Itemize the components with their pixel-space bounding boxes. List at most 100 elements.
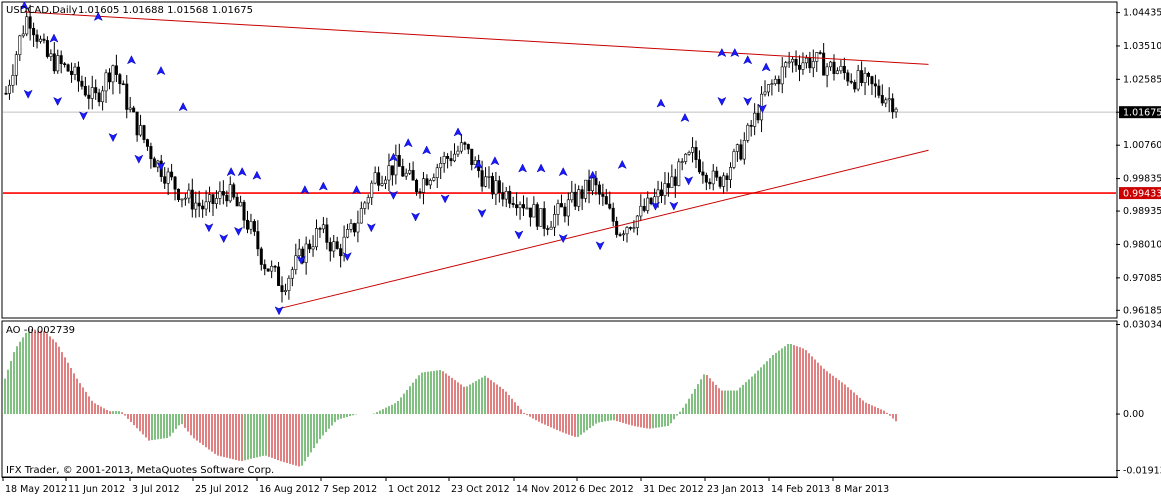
candle-down [308, 243, 312, 250]
candle-down [508, 190, 512, 204]
candle-down [642, 205, 646, 211]
candle-down [35, 34, 39, 42]
candle-up [73, 66, 77, 75]
candle-down [256, 231, 260, 250]
fractal-up-marker [588, 170, 598, 180]
candle-down [97, 92, 101, 103]
candle-down [470, 148, 474, 165]
fractal-up-marker [558, 167, 568, 177]
ohlc-label: 1.01605 1.01688 1.01568 1.01675 [78, 5, 253, 16]
x-axis-tick-label: 23 Jan 2013 [707, 484, 764, 495]
candle-down [173, 176, 177, 190]
candle-down [497, 180, 501, 193]
candle-up [553, 214, 557, 228]
fractal-up-marker [617, 159, 627, 169]
fractal-up-marker [49, 33, 59, 43]
candle-up [625, 227, 629, 235]
candle-down [860, 70, 864, 83]
candle-up [691, 147, 695, 153]
candle-up [622, 233, 626, 236]
candle-down [846, 72, 850, 82]
candle-up [366, 197, 370, 204]
candle-up [394, 155, 398, 176]
candle-down [211, 194, 215, 205]
fractal-down-marker [388, 190, 399, 200]
fractal-down-marker [650, 201, 660, 211]
candle-up [370, 182, 374, 198]
candle-up [304, 243, 308, 263]
x-axis-tick-label: 6 Dec 2012 [579, 484, 634, 495]
candle-down [808, 57, 812, 69]
fractal-down-marker [274, 306, 284, 316]
candle-down [390, 165, 394, 176]
candle-up [770, 83, 774, 86]
candle-up [166, 171, 170, 184]
candle-down [528, 207, 532, 218]
fractal-up-marker [680, 112, 690, 123]
candle-down [597, 184, 601, 195]
candle-up [532, 204, 536, 218]
candle-up [311, 246, 315, 250]
candle-up [25, 16, 29, 35]
current-price-box [1119, 106, 1161, 119]
current-price-label: 1.01675 [1123, 108, 1161, 119]
fractal-up-marker [126, 55, 137, 65]
candle-down [83, 85, 87, 96]
candle-up [722, 175, 726, 187]
fractal-up-marker [422, 145, 432, 155]
fractal-down-marker [743, 96, 753, 107]
x-axis-tick-label: 23 Oct 2012 [451, 484, 510, 495]
candle-up [684, 153, 688, 162]
candle-up [549, 226, 553, 230]
candle-up [590, 177, 594, 192]
candle-up [349, 223, 353, 230]
price-y-tick-label: 1.03510 [1123, 41, 1161, 52]
candle-up [680, 161, 684, 163]
candle-up [408, 170, 412, 174]
candle-up [829, 61, 833, 68]
candle-down [411, 170, 415, 181]
fractal-up-marker [717, 47, 727, 58]
candle-down [339, 248, 343, 257]
candle-up [763, 91, 767, 95]
price-y-tick-label: 0.99835 [1123, 174, 1161, 185]
price-panel-frame [1, 1, 1118, 319]
candle-down [135, 111, 139, 136]
candle-down [870, 76, 874, 85]
candle-up [784, 62, 788, 68]
candle-up [556, 203, 560, 215]
candle-down [573, 191, 577, 207]
fractal-up-marker [656, 98, 666, 108]
ao-plot [4, 328, 897, 467]
candle-up [214, 198, 218, 205]
candle-up [735, 144, 739, 152]
candle-up [887, 98, 891, 101]
fractal-down-marker [757, 104, 768, 114]
candle-up [314, 228, 318, 248]
axes: 1.04435 1.03510 1.02585 1.00760 0.99835 0.989… [2, 8, 1161, 495]
x-axis-tick-label: 8 Mar 2013 [835, 484, 889, 495]
candle-up [728, 167, 732, 180]
candle-up [863, 72, 867, 83]
candle-down [52, 53, 56, 72]
candle-down [559, 203, 563, 208]
candle-up [494, 180, 498, 195]
fractal-up-marker [156, 66, 166, 76]
candle-down [170, 171, 174, 178]
candle-up [487, 176, 491, 178]
candle-up [732, 151, 736, 168]
candle-down [397, 155, 401, 167]
price-plot [3, 1, 1116, 316]
candle-up [359, 208, 363, 224]
candle-down [4, 92, 8, 95]
candle-up [504, 190, 508, 200]
fractal-up-marker [730, 47, 740, 58]
candle-up [18, 35, 22, 55]
candle-up [653, 196, 657, 205]
fractal-down-marker [514, 230, 524, 240]
fractal-down-marker [717, 96, 727, 107]
fractal-up-marker [453, 127, 463, 137]
candle-down [45, 40, 49, 57]
candle-down [352, 223, 356, 233]
